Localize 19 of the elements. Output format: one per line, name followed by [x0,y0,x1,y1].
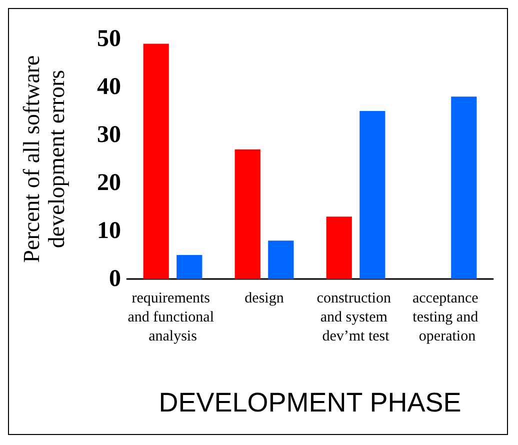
x-tick-label: design [244,290,284,306]
bar [143,44,169,279]
bar [176,255,202,279]
x-tick-label: requirements and functional analysis [128,290,218,344]
y-tick-label: 10 [97,218,121,244]
bar [234,149,260,279]
y-tick-label: 20 [97,170,121,196]
y-tick-label: 0 [109,266,121,292]
bar [326,216,352,279]
x-axis-title: DEVELOPMENT PHASE [158,388,462,418]
y-tick-label: 30 [97,122,121,148]
y-axis-title: Percent of all software development errors [19,55,69,263]
x-tick-label: construction and system dev’mt test [316,290,395,344]
bar [451,96,477,279]
x-tick-label: acceptance testing and operation [412,290,482,344]
bar [268,240,294,279]
y-tick-label: 50 [97,26,121,52]
y-tick-label: 40 [97,74,121,100]
bar [360,111,386,279]
